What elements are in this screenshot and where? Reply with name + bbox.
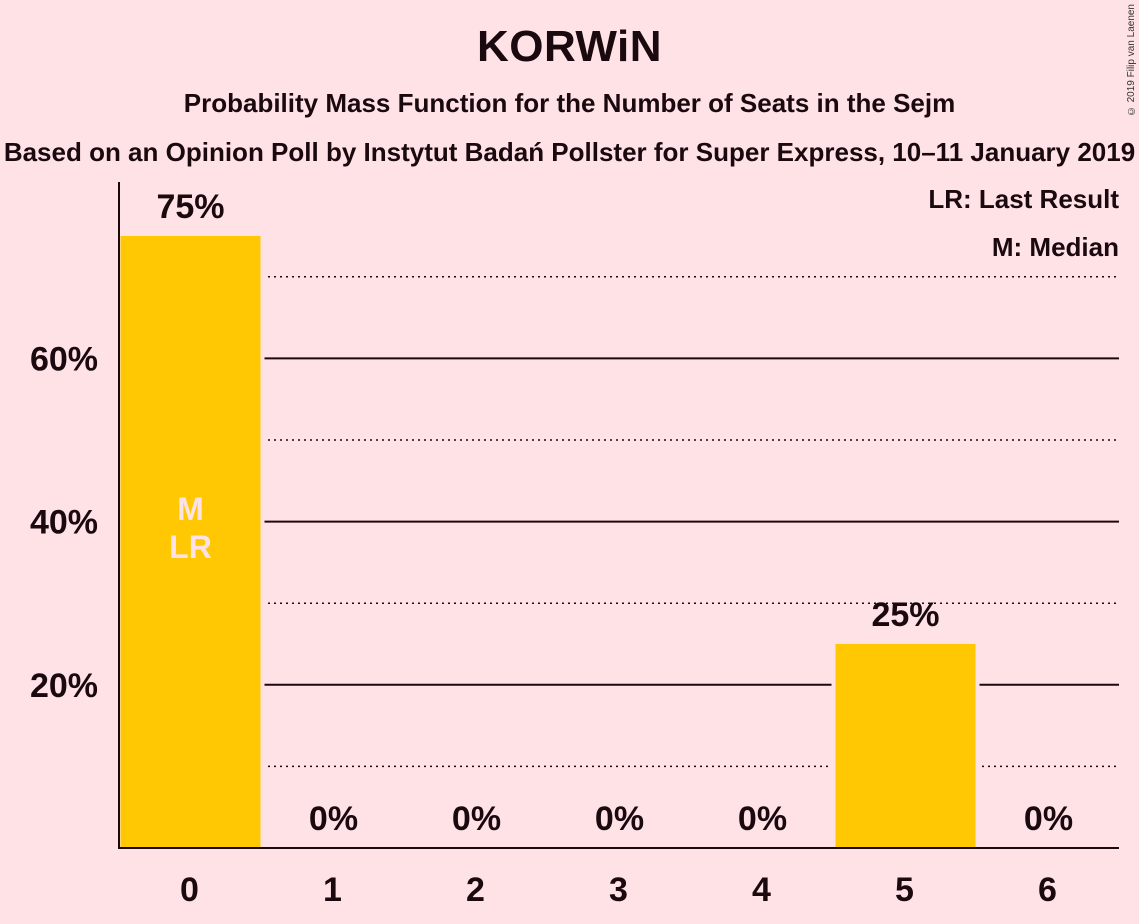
bar-marker-label: LR <box>169 529 212 565</box>
value-label: 0% <box>452 800 501 838</box>
x-tick-label: 6 <box>1038 871 1057 909</box>
bar-marker-label: M <box>177 491 204 527</box>
y-tick-label: 60% <box>30 340 98 378</box>
value-label: 0% <box>1024 800 1073 838</box>
x-tick-label: 3 <box>609 871 628 909</box>
y-tick-label: 20% <box>30 667 98 705</box>
chart-subtitle: Probability Mass Function for the Number… <box>183 88 956 118</box>
y-tick-label: 40% <box>30 504 98 542</box>
bar <box>120 236 261 848</box>
value-label: 0% <box>309 800 358 838</box>
x-tick-label: 4 <box>752 871 771 909</box>
value-label: 25% <box>871 596 939 634</box>
chart-source: Based on an Opinion Poll by Instytut Bad… <box>3 137 1136 167</box>
x-tick-label: 5 <box>895 871 914 909</box>
x-tick-label: 2 <box>466 871 485 909</box>
legend-last-result: LR: Last Result <box>928 184 1119 214</box>
value-label: 0% <box>595 800 644 838</box>
x-tick-label: 1 <box>323 871 342 909</box>
value-label: 75% <box>156 188 224 226</box>
chart-title: KORWiN <box>476 22 663 71</box>
x-tick-label: 0 <box>180 871 199 909</box>
value-label: 0% <box>738 800 787 838</box>
bar <box>835 644 976 848</box>
legend-median: M: Median <box>991 232 1119 262</box>
